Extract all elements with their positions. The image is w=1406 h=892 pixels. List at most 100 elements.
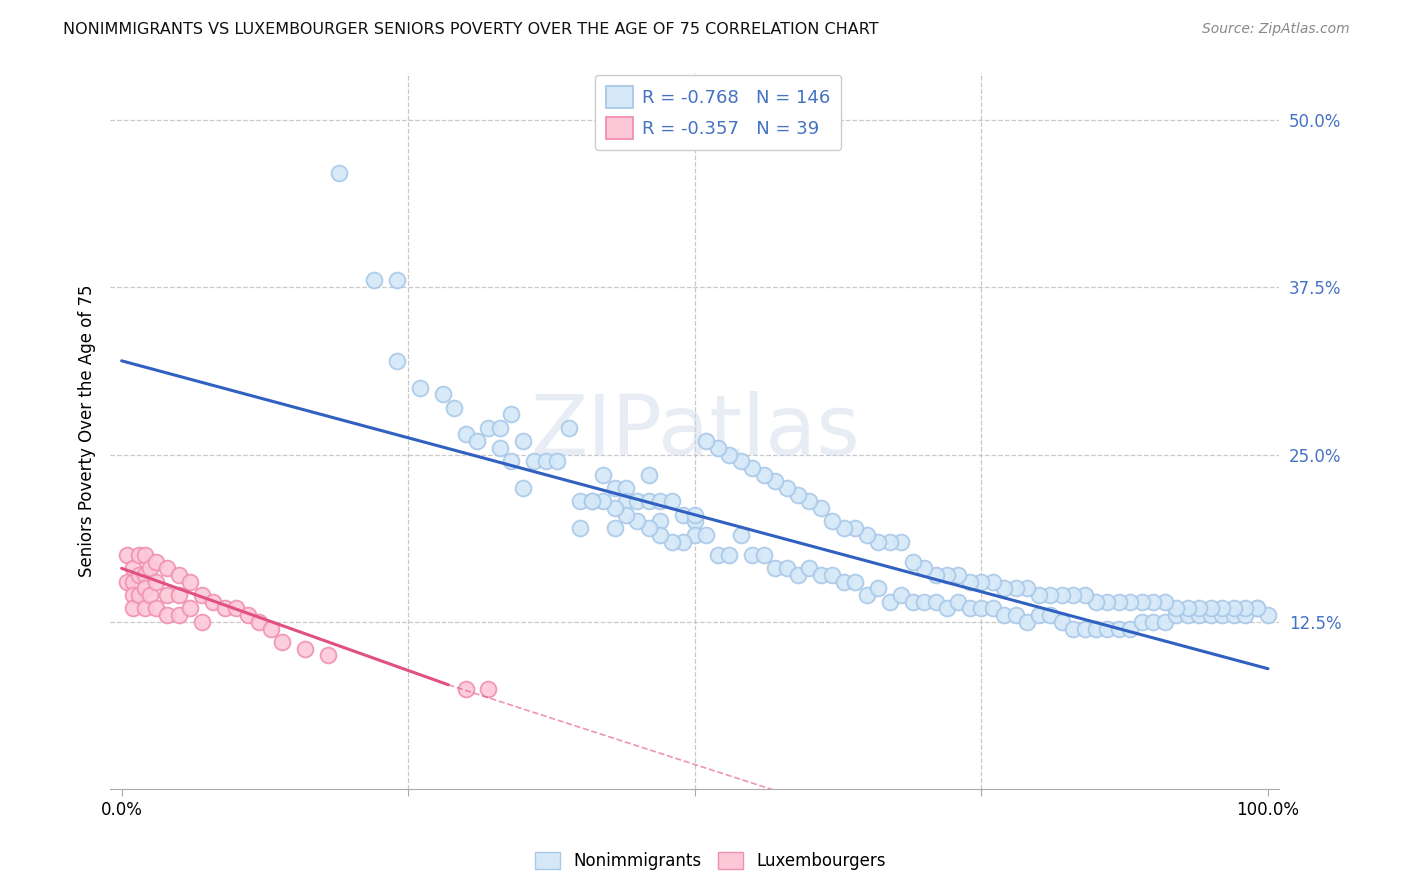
Point [489, 421, 512, 435]
Point [901, 595, 924, 609]
Point [328, 166, 350, 180]
Point [1017, 615, 1039, 629]
Point [214, 601, 236, 615]
Point [695, 528, 717, 542]
Point [638, 521, 661, 535]
Point [1062, 588, 1084, 602]
Point [752, 467, 775, 482]
Point [650, 528, 672, 542]
Point [1050, 615, 1073, 629]
Point [1177, 601, 1199, 615]
Point [501, 454, 523, 468]
Point [741, 548, 763, 562]
Point [970, 574, 993, 589]
Point [912, 595, 935, 609]
Point [465, 434, 488, 449]
Point [122, 561, 145, 575]
Point [614, 508, 637, 522]
Point [1085, 595, 1108, 609]
Point [316, 648, 339, 663]
Point [122, 574, 145, 589]
Point [179, 574, 201, 589]
Point [145, 601, 167, 615]
Point [128, 588, 150, 602]
Point [569, 494, 592, 508]
Point [454, 427, 477, 442]
Point [179, 601, 201, 615]
Point [432, 387, 454, 401]
Point [1153, 595, 1175, 609]
Point [477, 681, 499, 696]
Point [134, 582, 156, 596]
Point [730, 454, 752, 468]
Point [970, 601, 993, 615]
Point [117, 548, 139, 562]
Point [832, 521, 855, 535]
Point [868, 582, 890, 596]
Point [225, 601, 247, 615]
Point [821, 568, 844, 582]
Point [523, 454, 546, 468]
Point [718, 548, 741, 562]
Point [775, 481, 797, 495]
Point [117, 574, 139, 589]
Point [139, 588, 162, 602]
Point [271, 635, 294, 649]
Point [948, 568, 970, 582]
Point [844, 521, 866, 535]
Point [626, 494, 648, 508]
Point [936, 601, 959, 615]
Point [661, 494, 683, 508]
Point [1211, 608, 1233, 623]
Point [1017, 582, 1039, 596]
Point [385, 273, 408, 287]
Point [810, 568, 832, 582]
Point [890, 588, 912, 602]
Legend: R = -0.768   N = 146, R = -0.357   N = 39: R = -0.768 N = 146, R = -0.357 N = 39 [595, 75, 841, 150]
Point [730, 528, 752, 542]
Point [912, 561, 935, 575]
Point [202, 595, 225, 609]
Point [1119, 595, 1142, 609]
Point [1166, 601, 1188, 615]
Point [672, 508, 695, 522]
Point [844, 574, 866, 589]
Point [385, 353, 408, 368]
Point [626, 515, 648, 529]
Point [1039, 608, 1062, 623]
Point [1130, 615, 1153, 629]
Point [901, 555, 924, 569]
Text: Source: ZipAtlas.com: Source: ZipAtlas.com [1202, 22, 1350, 37]
Point [706, 441, 728, 455]
Point [1050, 588, 1073, 602]
Point [981, 574, 1004, 589]
Point [763, 561, 786, 575]
Legend: Nonimmigrants, Luxembourgers: Nonimmigrants, Luxembourgers [527, 845, 893, 877]
Point [294, 641, 316, 656]
Point [1246, 601, 1268, 615]
Point [1222, 608, 1244, 623]
Point [981, 601, 1004, 615]
Point [1234, 608, 1257, 623]
Point [799, 494, 821, 508]
Point [534, 454, 557, 468]
Point [443, 401, 465, 415]
Point [603, 481, 626, 495]
Point [145, 555, 167, 569]
Point [122, 601, 145, 615]
Point [614, 494, 637, 508]
Point [1062, 622, 1084, 636]
Point [683, 528, 706, 542]
Point [134, 601, 156, 615]
Point [603, 501, 626, 516]
Point [650, 494, 672, 508]
Point [1108, 622, 1130, 636]
Point [763, 475, 786, 489]
Point [1028, 588, 1050, 602]
Point [799, 561, 821, 575]
Point [1222, 601, 1244, 615]
Point [683, 515, 706, 529]
Point [489, 441, 512, 455]
Point [1199, 608, 1222, 623]
Point [1211, 601, 1233, 615]
